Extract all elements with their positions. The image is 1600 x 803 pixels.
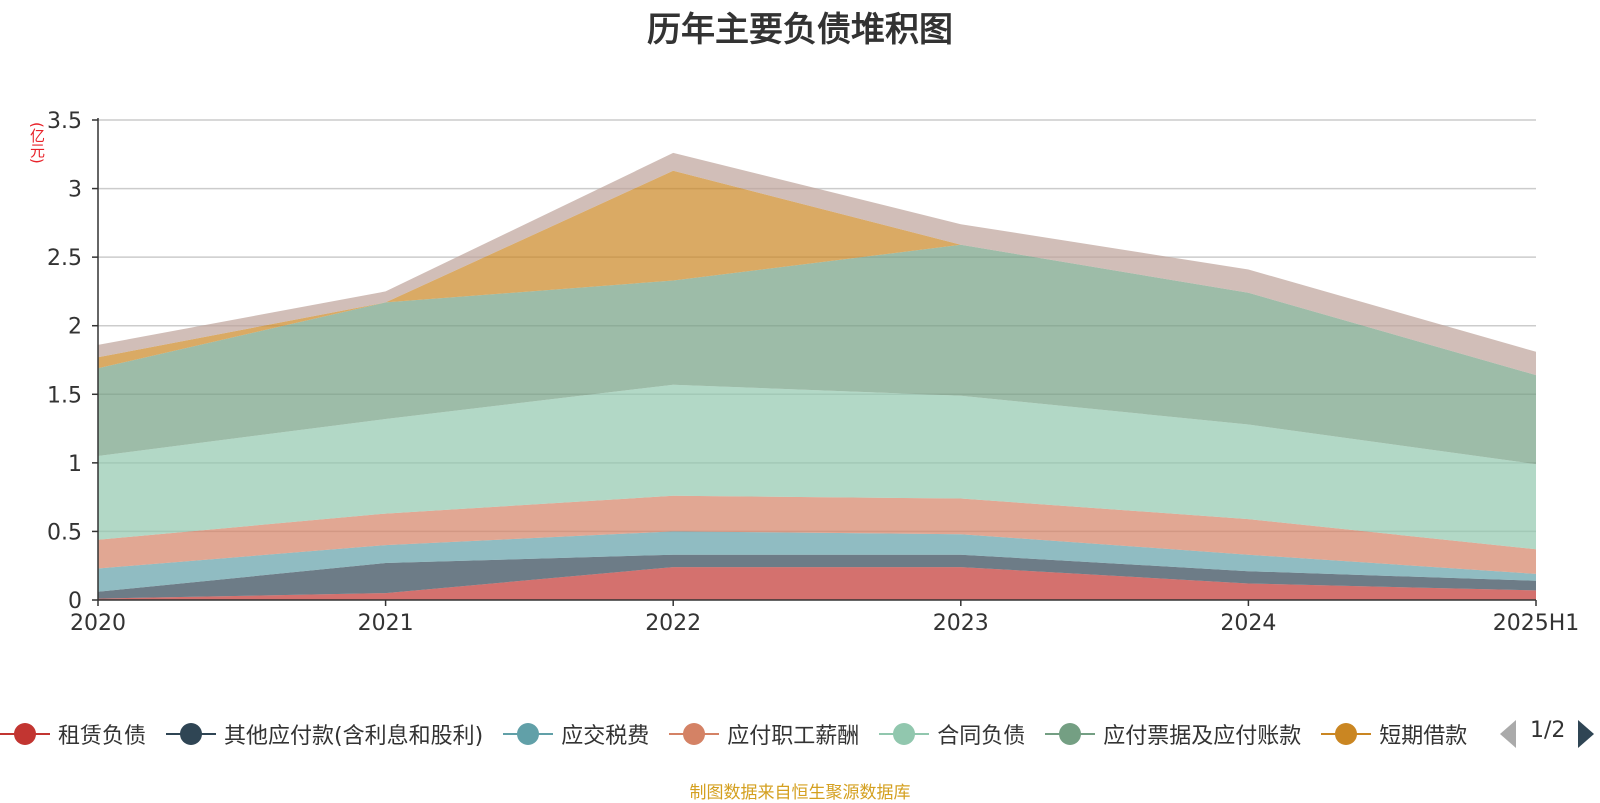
area-series-6[interactable] bbox=[98, 170, 1536, 376]
area-series-0[interactable] bbox=[98, 567, 1536, 600]
stacked-areas bbox=[98, 152, 1536, 600]
area-series-5[interactable] bbox=[98, 244, 1536, 465]
legend-marker-icon bbox=[1321, 722, 1372, 746]
x-tick-label: 2023 bbox=[933, 611, 989, 636]
y-tick-label: 3 bbox=[68, 178, 82, 203]
legend-label: 短期借款 bbox=[1379, 724, 1468, 748]
legend-label: 应付票据及应付账款 bbox=[1103, 724, 1302, 748]
legend-item[interactable]: 短期借款 bbox=[1321, 718, 1467, 748]
legend-marker-icon bbox=[166, 722, 217, 746]
y-tick-label: 2.5 bbox=[47, 246, 82, 271]
legend-item[interactable]: 应付职工薪酬 bbox=[669, 718, 859, 748]
legend-marker-icon bbox=[1045, 722, 1096, 746]
legend-page-indicator: 1/2 bbox=[1530, 718, 1566, 743]
x-tick-label: 2021 bbox=[358, 611, 414, 636]
legend-item[interactable]: 合同负债 bbox=[879, 718, 1025, 748]
y-tick-label: 1.5 bbox=[47, 383, 82, 408]
legend-item[interactable]: 应付票据及应付账款 bbox=[1045, 718, 1301, 748]
legend-item[interactable]: 租赁负债 bbox=[0, 718, 146, 748]
legend-prev-page-icon[interactable] bbox=[1500, 720, 1516, 748]
x-tick-label: 2025H1 bbox=[1493, 611, 1580, 636]
legend-label: 应付职工薪酬 bbox=[727, 724, 860, 748]
chart-title: 历年主要负债堆积图 bbox=[647, 10, 953, 50]
y-tick-label: 1 bbox=[68, 452, 82, 477]
area-series-1[interactable] bbox=[98, 554, 1536, 599]
y-tick-label: 3.5 bbox=[47, 109, 82, 134]
legend-label: 其他应付款(含利息和股利) bbox=[224, 724, 484, 748]
legend-marker-icon bbox=[503, 722, 554, 746]
data-source-note: 制图数据来自恒生聚源数据库 bbox=[689, 783, 911, 803]
area-series-4[interactable] bbox=[98, 384, 1536, 550]
legend-item[interactable]: 应交税费 bbox=[503, 718, 649, 748]
axes: 0 0.5 1 1.5 2 2.5 3 3.5 2020 2021 2022 2023 2024 2025… bbox=[47, 109, 1579, 636]
legend-pager: 1/2 bbox=[1500, 718, 1600, 750]
y-tick-label: 0 bbox=[68, 589, 82, 614]
x-tick-label: 2024 bbox=[1220, 611, 1276, 636]
chart-legend: 租赁负债 其他应付款(含利息和股利) 应交税费 应付职工薪酬 合同负债 应付票据及应付账款… bbox=[0, 718, 1485, 748]
x-tick-label: 2022 bbox=[645, 611, 701, 636]
y-axis-unit-label: (亿元) bbox=[28, 122, 46, 164]
legend-label: 租赁负债 bbox=[58, 724, 147, 748]
y-tick-label: 2 bbox=[68, 315, 82, 340]
legend-label: 应交税费 bbox=[561, 724, 650, 748]
y-tick-label: 0.5 bbox=[47, 520, 82, 545]
area-series-3[interactable] bbox=[98, 495, 1536, 574]
x-tick-label: 2020 bbox=[70, 611, 126, 636]
legend-next-page-icon[interactable] bbox=[1578, 720, 1594, 748]
legend-item[interactable]: 其他应付款(含利息和股利) bbox=[166, 718, 483, 748]
area-series-2[interactable] bbox=[98, 531, 1536, 592]
area-series-7[interactable] bbox=[98, 152, 1536, 376]
legend-marker-icon bbox=[0, 722, 50, 746]
legend-marker-icon bbox=[669, 722, 720, 746]
legend-marker-icon bbox=[879, 722, 930, 746]
legend-label: 合同负债 bbox=[937, 724, 1026, 748]
